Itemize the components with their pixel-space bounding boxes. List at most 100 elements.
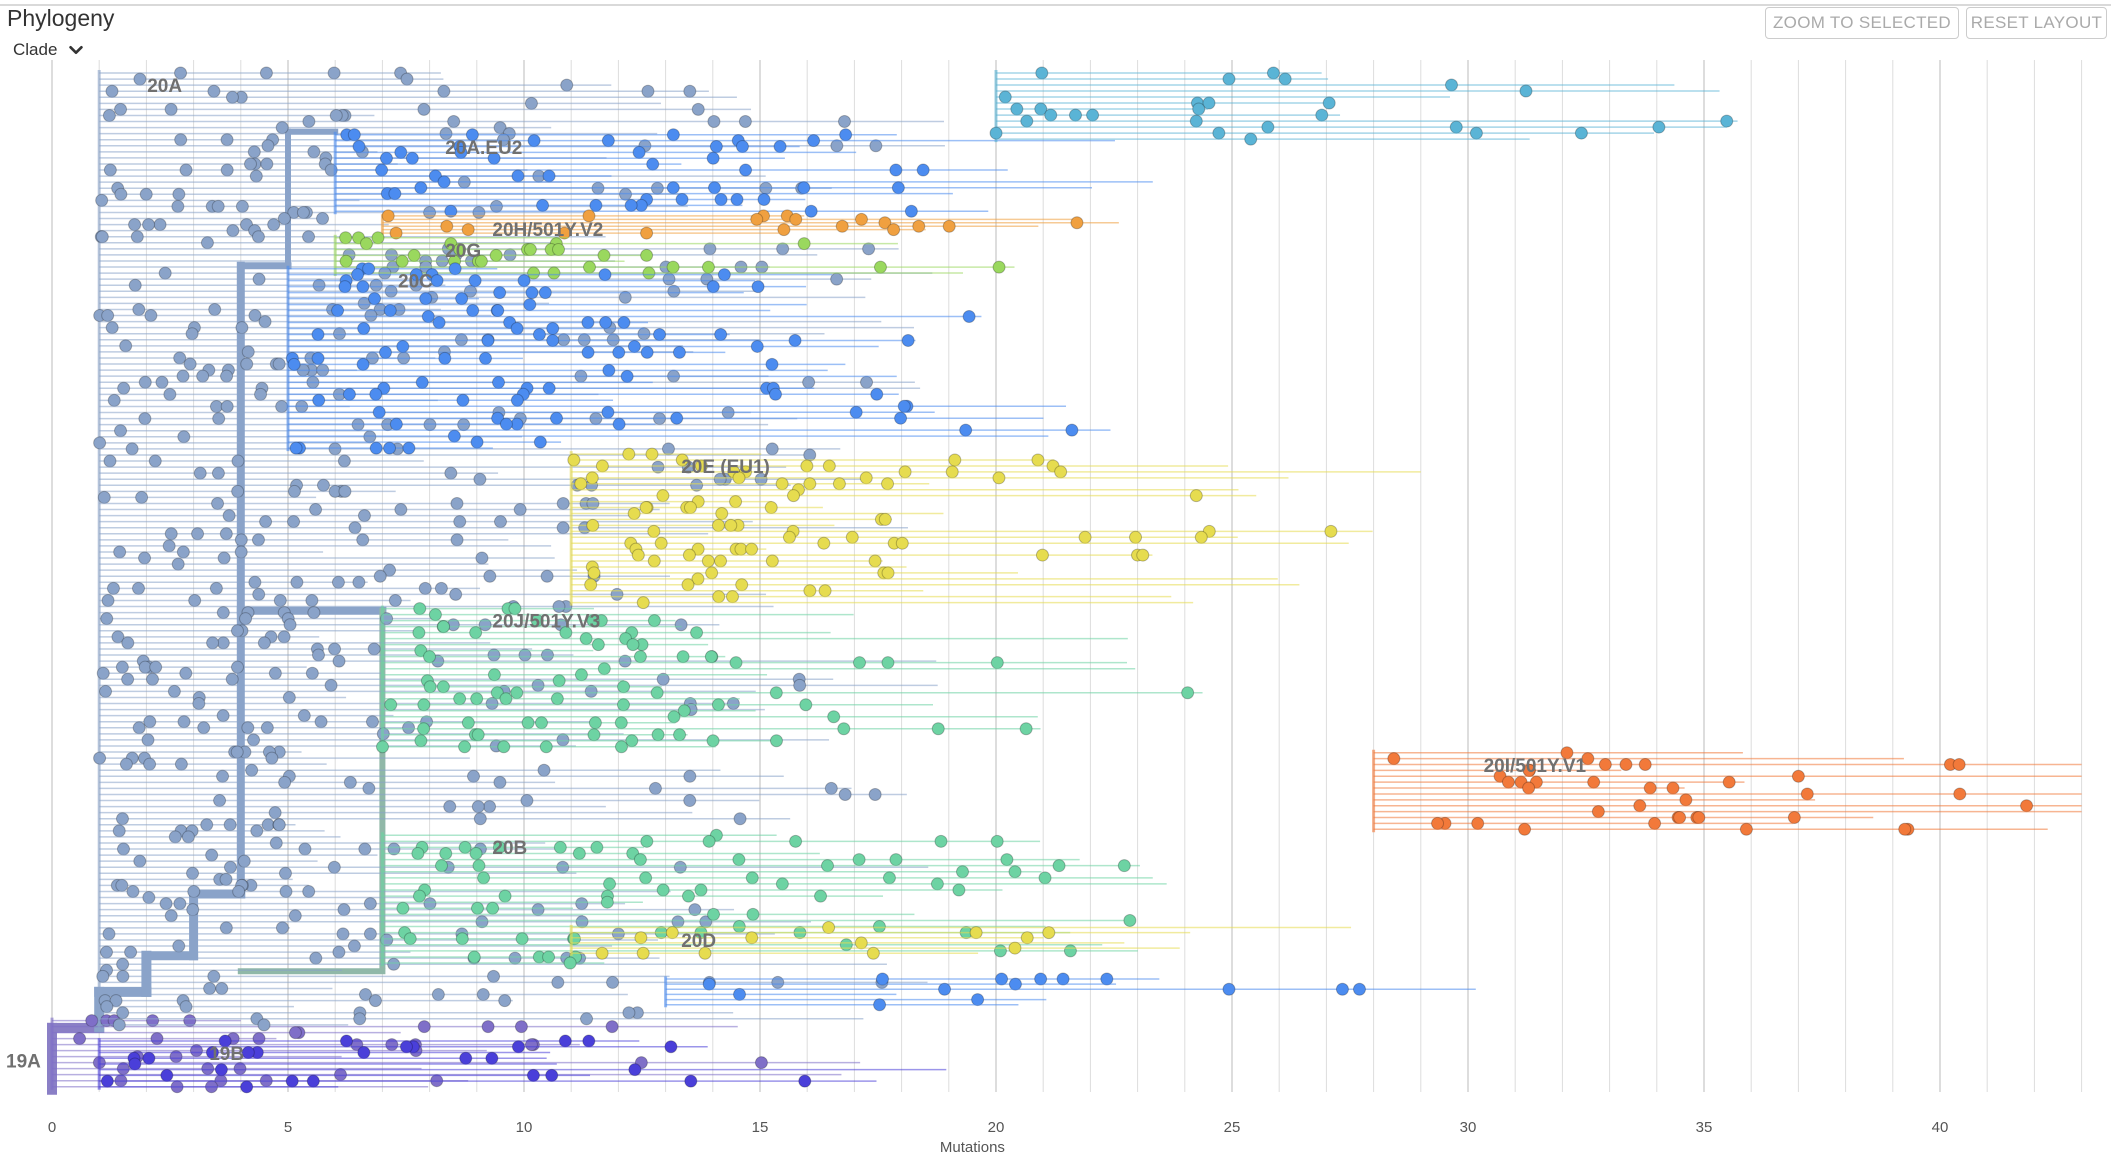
tip-node[interactable] (1212, 126, 1226, 140)
tip-node[interactable] (584, 578, 598, 592)
tip-node[interactable] (702, 834, 716, 848)
tip-node[interactable] (305, 593, 319, 607)
tip-node[interactable] (706, 151, 720, 165)
tip-node[interactable] (969, 926, 983, 940)
tip-node[interactable] (402, 721, 416, 735)
tip-node[interactable] (1266, 66, 1280, 80)
tip-node[interactable] (439, 847, 453, 861)
tip-node[interactable] (347, 128, 361, 142)
tip-node[interactable] (560, 78, 574, 92)
tip-node[interactable] (1192, 102, 1206, 116)
tip-node[interactable] (622, 1006, 636, 1020)
tip-node[interactable] (124, 945, 138, 959)
tip-node[interactable] (138, 551, 152, 565)
tip-node[interactable] (1587, 775, 1601, 789)
color-by-dropdown[interactable]: Clade (13, 40, 85, 60)
tip-node[interactable] (353, 1012, 367, 1026)
tip-node[interactable] (487, 668, 501, 682)
tip-node[interactable] (95, 230, 109, 244)
tip-node[interactable] (868, 787, 882, 801)
tip-node[interactable] (618, 654, 632, 668)
tip-node[interactable] (119, 339, 133, 353)
tip-node[interactable] (371, 231, 385, 245)
tip-node[interactable] (537, 763, 551, 777)
tip-node[interactable] (887, 223, 901, 237)
tip-node[interactable] (622, 447, 636, 461)
tip-node[interactable] (787, 489, 801, 503)
tip-node[interactable] (394, 503, 408, 517)
tip-node[interactable] (191, 527, 205, 541)
tip-node[interactable] (203, 981, 217, 995)
tip-node[interactable] (646, 157, 660, 171)
tip-node[interactable] (750, 212, 764, 226)
tip-node[interactable] (889, 853, 903, 867)
tip-node[interactable] (164, 527, 178, 541)
tip-node[interactable] (647, 524, 661, 538)
tip-node[interactable] (135, 490, 149, 504)
tip-node[interactable] (1469, 126, 1483, 140)
tip-node[interactable] (450, 533, 464, 547)
tip-node[interactable] (461, 223, 475, 237)
tip-node[interactable] (639, 871, 653, 885)
tip-node[interactable] (289, 441, 303, 455)
tip-node[interactable] (423, 205, 437, 219)
tip-node[interactable] (143, 715, 157, 729)
tip-node[interactable] (769, 686, 783, 700)
tip-node[interactable] (520, 794, 534, 808)
tip-node[interactable] (473, 812, 487, 826)
tip-node[interactable] (356, 357, 370, 371)
tip-node[interactable] (705, 566, 719, 580)
tip-node[interactable] (285, 1074, 299, 1088)
tip-node[interactable] (574, 668, 588, 682)
tip-node[interactable] (128, 278, 142, 292)
tip-node[interactable] (329, 108, 343, 122)
tip-node[interactable] (434, 581, 448, 595)
tip-node[interactable] (690, 626, 704, 640)
tip-node[interactable] (100, 1000, 114, 1014)
tip-node[interactable] (647, 614, 661, 628)
tip-node[interactable] (707, 115, 721, 129)
tip-node[interactable] (388, 593, 402, 607)
tip-node[interactable] (691, 102, 705, 116)
tip-node[interactable] (556, 496, 570, 510)
tip-node[interactable] (407, 248, 421, 262)
tip-node[interactable] (219, 872, 233, 886)
tip-node[interactable] (523, 243, 537, 257)
tip-node[interactable] (275, 399, 289, 413)
tip-node[interactable] (750, 339, 764, 353)
tip-node[interactable] (100, 1074, 114, 1088)
tip-node[interactable] (952, 883, 966, 897)
tip-node[interactable] (373, 569, 387, 583)
tip-node[interactable] (751, 280, 765, 294)
tip-node[interactable] (675, 192, 689, 206)
tip-node[interactable] (102, 108, 116, 122)
tip-node[interactable] (912, 219, 926, 233)
tip-node[interactable] (431, 988, 445, 1002)
tip-node[interactable] (938, 982, 952, 996)
tip-node[interactable] (776, 242, 790, 256)
tip-node[interactable] (283, 618, 297, 632)
tip-node[interactable] (854, 212, 868, 226)
tip-node[interactable] (704, 650, 718, 664)
tip-node[interactable] (1034, 972, 1048, 986)
tip-node[interactable] (261, 818, 275, 832)
tip-node[interactable] (172, 939, 186, 953)
tip-node[interactable] (1431, 816, 1445, 830)
tip-node[interactable] (527, 134, 541, 148)
tip-node[interactable] (1666, 781, 1680, 795)
tip-node[interactable] (839, 938, 853, 952)
tip-node[interactable] (417, 722, 431, 736)
tip-node[interactable] (627, 339, 641, 353)
tip-node[interactable] (115, 812, 129, 826)
tip-node[interactable] (93, 436, 107, 450)
tip-node[interactable] (449, 587, 463, 601)
tip-node[interactable] (1194, 530, 1208, 544)
tip-node[interactable] (485, 1051, 499, 1065)
tip-node[interactable] (765, 554, 779, 568)
tip-node[interactable] (634, 931, 648, 945)
tip-node[interactable] (448, 262, 462, 276)
tip-node[interactable] (403, 932, 417, 946)
tip-node[interactable] (639, 501, 653, 515)
tip-node[interactable] (1322, 96, 1336, 110)
tip-node[interactable] (1648, 816, 1662, 830)
